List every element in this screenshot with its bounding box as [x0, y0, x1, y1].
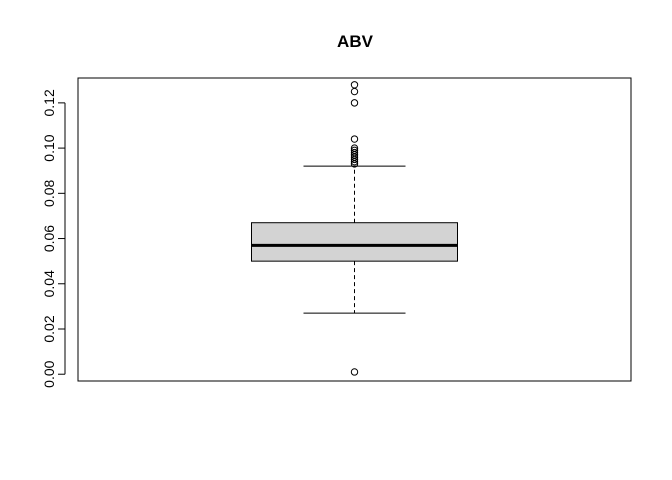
- y-tick-label: 0.06: [41, 225, 57, 252]
- outlier-point: [350, 368, 359, 376]
- outlier-point: [350, 81, 359, 89]
- outlier-point: [350, 146, 359, 155]
- y-tick-label: 0.12: [41, 89, 57, 116]
- outlier-point: [350, 99, 359, 107]
- box-marks: [251, 81, 458, 376]
- outlier-point: [350, 135, 359, 143]
- y-tick-label: 0.04: [41, 270, 57, 297]
- iqr-box: [251, 222, 458, 262]
- y-axis: 0.00 0.02 0.04 0.06 0.08 0.10 0.12: [41, 89, 66, 388]
- plot-frame: [77, 77, 632, 382]
- y-tick-label: 0.00: [41, 360, 57, 387]
- outlier-point: [350, 87, 359, 96]
- outlier-point: [350, 148, 359, 157]
- y-tick-label: 0.02: [41, 315, 57, 342]
- y-tick-label: 0.08: [41, 179, 57, 206]
- outlier-point: [350, 144, 359, 152]
- chart-title: ABV: [337, 32, 374, 51]
- y-tick-label: 0.10: [41, 134, 57, 161]
